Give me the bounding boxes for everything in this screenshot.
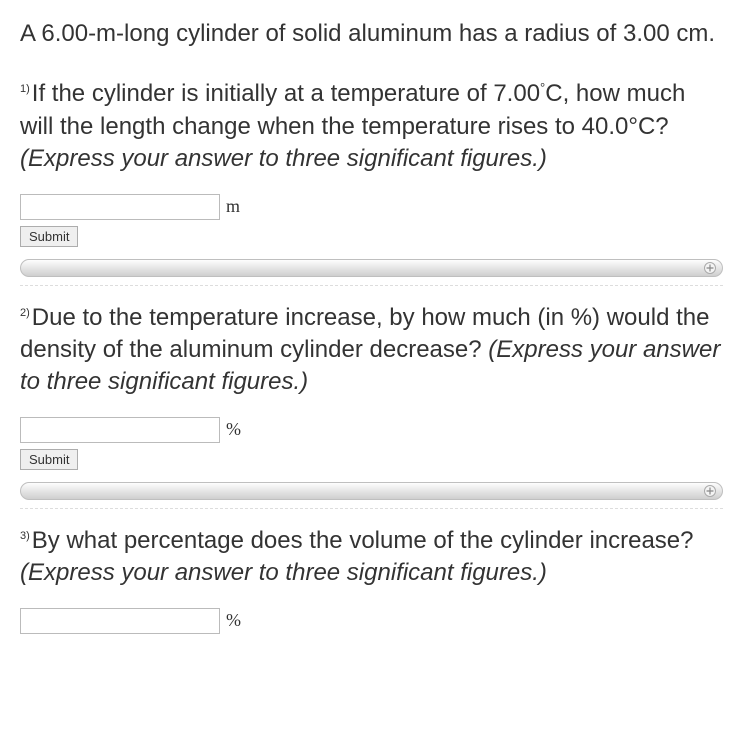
question-2-number: 2)	[20, 307, 30, 319]
plus-icon	[704, 485, 716, 497]
answer-row-2: %	[20, 417, 723, 443]
question-3-instruction: (Express your answer to three significan…	[20, 559, 547, 586]
divider	[20, 285, 723, 286]
answer-input-2[interactable]	[20, 417, 220, 443]
question-3-text: 3)By what percentage does the volume of …	[20, 525, 723, 590]
question-2-text: 2)Due to the temperature increase, by ho…	[20, 302, 723, 399]
question-2: 2)Due to the temperature increase, by ho…	[20, 302, 723, 509]
problem-intro: A 6.00-m-long cylinder of solid aluminum…	[20, 18, 723, 50]
expand-bar-track	[20, 482, 723, 500]
question-1-text: 1)If the cylinder is initially at a temp…	[20, 78, 723, 175]
unit-label-1: m	[226, 196, 240, 217]
answer-input-1[interactable]	[20, 194, 220, 220]
answer-input-3[interactable]	[20, 608, 220, 634]
question-3-body-a: By what percentage does the volume of th…	[32, 527, 694, 554]
unit-label-3: %	[226, 610, 241, 631]
expand-bar-2[interactable]	[20, 482, 723, 500]
question-1-instruction: (Express your answer to three significan…	[20, 145, 547, 172]
plus-icon	[704, 262, 716, 274]
submit-button-2[interactable]: Submit	[20, 449, 78, 470]
question-1-number: 1)	[20, 83, 30, 95]
expand-bar-track	[20, 259, 723, 277]
question-3: 3)By what percentage does the volume of …	[20, 525, 723, 634]
answer-row-1: m	[20, 194, 723, 220]
submit-row-2: Submit	[20, 449, 723, 470]
answer-row-3: %	[20, 608, 723, 634]
unit-label-2: %	[226, 419, 241, 440]
submit-row-1: Submit	[20, 226, 723, 247]
submit-button-1[interactable]: Submit	[20, 226, 78, 247]
divider	[20, 508, 723, 509]
expand-bar-1[interactable]	[20, 259, 723, 277]
question-3-number: 3)	[20, 530, 30, 542]
question-1: 1)If the cylinder is initially at a temp…	[20, 78, 723, 285]
question-1-body-a: If the cylinder is initially at a temper…	[32, 80, 540, 107]
